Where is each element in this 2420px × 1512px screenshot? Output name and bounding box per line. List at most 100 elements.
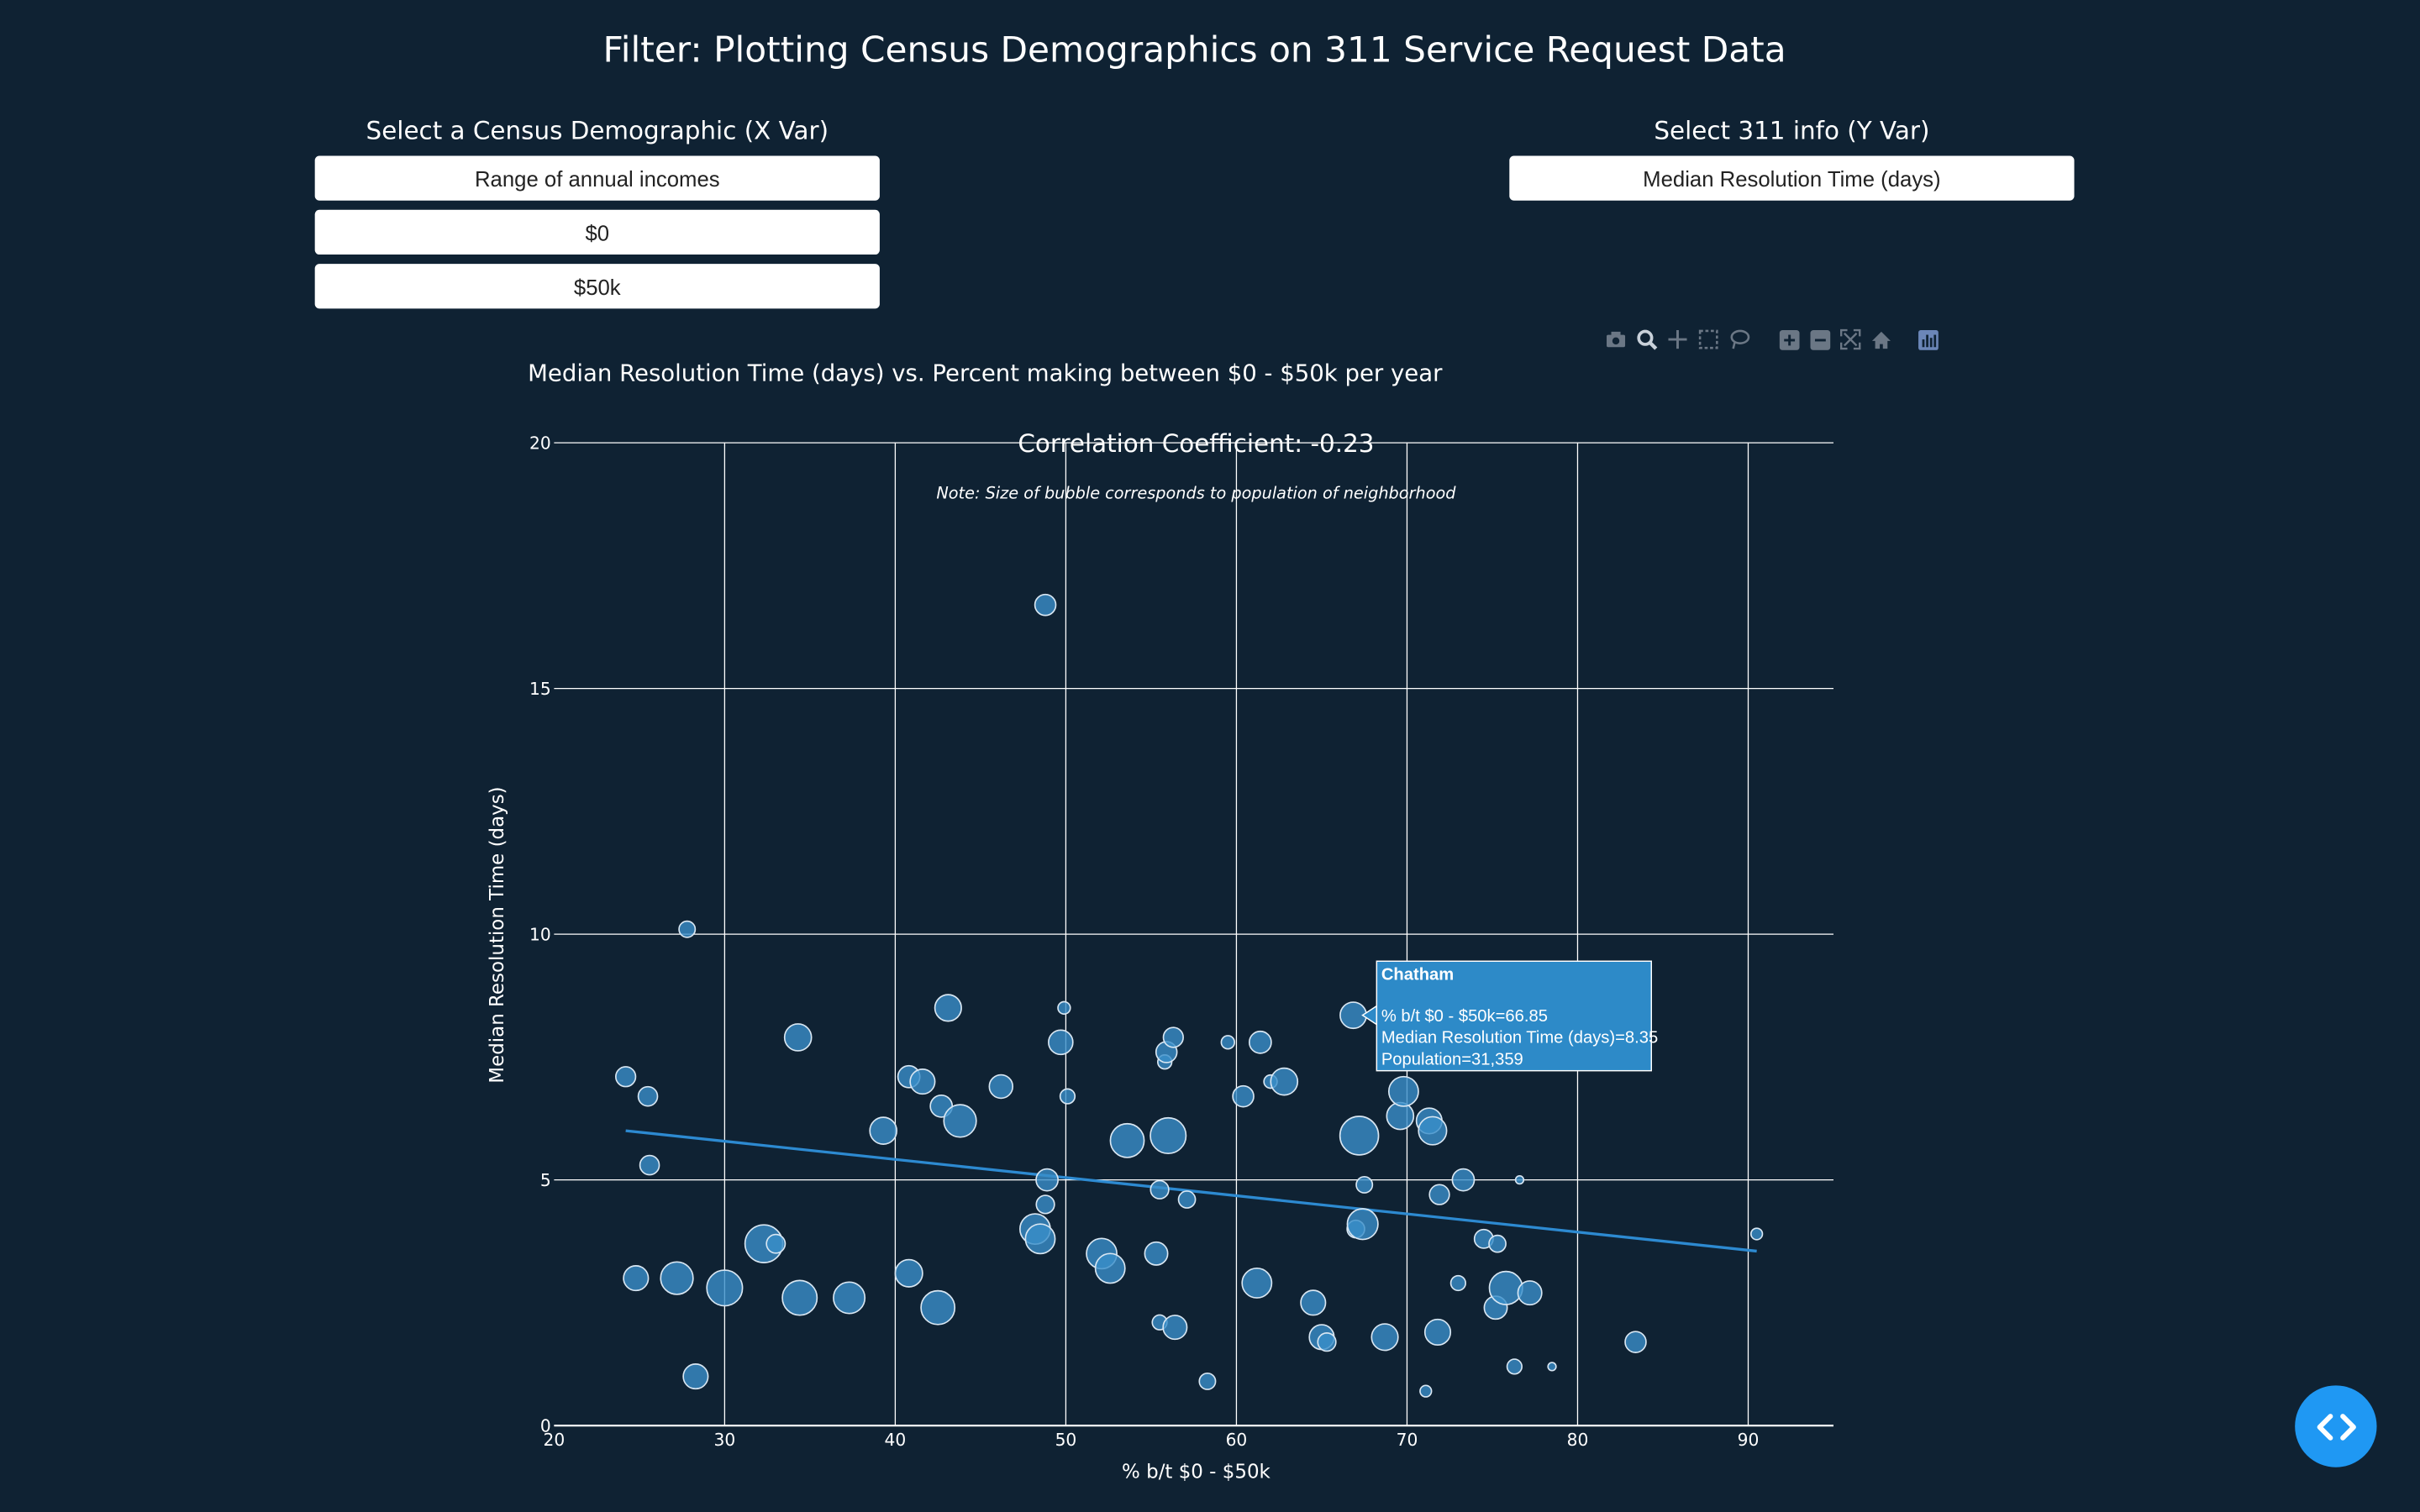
- income-range-dropdown[interactable]: Range of annual incomes: [314, 155, 880, 201]
- data-point[interactable]: [1162, 1315, 1188, 1341]
- zoom-icon[interactable]: [1634, 327, 1659, 351]
- data-point[interactable]: [765, 1233, 786, 1254]
- data-point[interactable]: [1144, 1241, 1169, 1266]
- data-point[interactable]: [1488, 1270, 1523, 1305]
- chart-title: Median Resolution Time (days) vs. Percen…: [528, 360, 1443, 387]
- y-tick-label: 10: [529, 924, 551, 944]
- data-point[interactable]: [623, 1265, 650, 1292]
- data-point[interactable]: [1150, 1116, 1187, 1154]
- code-toggle-button[interactable]: [2295, 1385, 2377, 1467]
- data-point[interactable]: [1451, 1168, 1476, 1192]
- x-tick-label: 50: [1055, 1430, 1077, 1450]
- data-point[interactable]: [1241, 1268, 1273, 1299]
- chart-modebar: [1603, 327, 1939, 351]
- zoom-in-icon[interactable]: [1776, 327, 1801, 351]
- pan-icon[interactable]: [1665, 327, 1690, 351]
- tooltip-line-x: % b/t $0 - $50k=66.85: [1381, 1007, 1548, 1026]
- data-point[interactable]: [1035, 1168, 1059, 1192]
- data-point[interactable]: [660, 1261, 694, 1295]
- data-point[interactable]: [706, 1269, 744, 1307]
- data-point[interactable]: [1624, 1331, 1647, 1353]
- data-point[interactable]: [909, 1068, 936, 1095]
- data-point[interactable]: [615, 1066, 637, 1088]
- data-point[interactable]: [1387, 1075, 1419, 1107]
- data-point[interactable]: [1386, 1101, 1415, 1131]
- data-point[interactable]: [894, 1258, 923, 1288]
- points-group: [615, 593, 1764, 1398]
- data-point[interactable]: [1547, 1362, 1557, 1372]
- data-point[interactable]: [1220, 1035, 1235, 1050]
- x-axis-label: % b/t $0 - $50k: [1122, 1462, 1270, 1483]
- data-point[interactable]: [1094, 1252, 1126, 1284]
- data-point[interactable]: [1048, 1029, 1074, 1056]
- data-point[interactable]: [682, 1363, 709, 1390]
- y-tick-label: 20: [529, 433, 551, 453]
- data-point[interactable]: [1035, 1194, 1055, 1215]
- data-point[interactable]: [781, 1279, 818, 1316]
- data-point[interactable]: [678, 920, 697, 938]
- data-point[interactable]: [1034, 593, 1057, 617]
- data-point[interactable]: [833, 1281, 866, 1315]
- data-point[interactable]: [1162, 1026, 1184, 1048]
- data-point[interactable]: [637, 1085, 659, 1107]
- data-point[interactable]: [1150, 1179, 1170, 1200]
- data-point[interactable]: [1355, 1175, 1374, 1194]
- data-point[interactable]: [639, 1154, 660, 1176]
- data-point[interactable]: [1232, 1084, 1255, 1108]
- box-select-icon[interactable]: [1697, 327, 1721, 351]
- data-point[interactable]: [1370, 1323, 1399, 1352]
- data-point[interactable]: [783, 1023, 813, 1052]
- data-point[interactable]: [943, 1104, 977, 1138]
- zoom-out-icon[interactable]: [1807, 327, 1832, 351]
- data-point[interactable]: [1346, 1208, 1379, 1241]
- data-point[interactable]: [1109, 1122, 1145, 1158]
- autoscale-icon[interactable]: [1839, 327, 1863, 351]
- tooltip-name: Chatham: [1381, 965, 1454, 984]
- data-point[interactable]: [1270, 1067, 1299, 1096]
- data-point[interactable]: [1749, 1227, 1764, 1241]
- tooltip-box: [1376, 960, 1653, 1072]
- data-point[interactable]: [1059, 1088, 1076, 1105]
- trendline-group: [625, 1129, 1757, 1253]
- data-point[interactable]: [1449, 1274, 1466, 1292]
- x-tick-label: 40: [885, 1430, 907, 1450]
- data-point[interactable]: [1419, 1384, 1433, 1398]
- plotly-logo-icon[interactable]: [1915, 327, 1939, 351]
- x-var-label: Select a Census Demographic (X Var): [366, 115, 829, 145]
- data-point[interactable]: [1418, 1116, 1448, 1146]
- y-var-dropdown[interactable]: Median Resolution Time (days): [1509, 155, 2075, 201]
- axis-ticks: 20 30 40 50 60 70 80 90 0 5 10 15 20: [529, 433, 1759, 1450]
- data-point[interactable]: [869, 1116, 898, 1145]
- x-tick-label: 70: [1397, 1430, 1418, 1450]
- data-point[interactable]: [920, 1289, 956, 1326]
- data-point[interactable]: [1177, 1190, 1197, 1209]
- data-point[interactable]: [1514, 1174, 1525, 1185]
- data-point[interactable]: [988, 1074, 1014, 1100]
- camera-icon[interactable]: [1603, 327, 1628, 351]
- hover-tooltip: Chatham % b/t $0 - $50k=66.85 Median Res…: [1361, 960, 1658, 1072]
- data-point[interactable]: [934, 994, 962, 1022]
- x-tick-label: 60: [1226, 1430, 1248, 1450]
- data-point[interactable]: [1198, 1372, 1217, 1390]
- data-point[interactable]: [1488, 1234, 1507, 1253]
- income-max-dropdown[interactable]: $50k: [314, 264, 880, 309]
- data-point[interactable]: [1428, 1184, 1450, 1205]
- page-title: Filter: Plotting Census Demographics on …: [602, 30, 1786, 71]
- lasso-icon[interactable]: [1727, 327, 1751, 351]
- trendline: [625, 1129, 1757, 1253]
- home-icon[interactable]: [1869, 327, 1893, 351]
- data-point[interactable]: [1057, 1000, 1071, 1016]
- data-point[interactable]: [1317, 1332, 1337, 1352]
- data-point[interactable]: [1300, 1289, 1327, 1316]
- y-tick-label: 0: [540, 1415, 551, 1436]
- data-point[interactable]: [1517, 1280, 1543, 1306]
- data-point[interactable]: [1024, 1223, 1056, 1255]
- income-min-dropdown[interactable]: $0: [314, 209, 880, 255]
- data-point[interactable]: [1248, 1030, 1272, 1054]
- x-tick-label: 30: [714, 1430, 736, 1450]
- data-point[interactable]: [1423, 1318, 1452, 1347]
- data-point[interactable]: [1339, 1116, 1380, 1156]
- y-tick-label: 15: [529, 679, 551, 699]
- data-point[interactable]: [1506, 1358, 1523, 1375]
